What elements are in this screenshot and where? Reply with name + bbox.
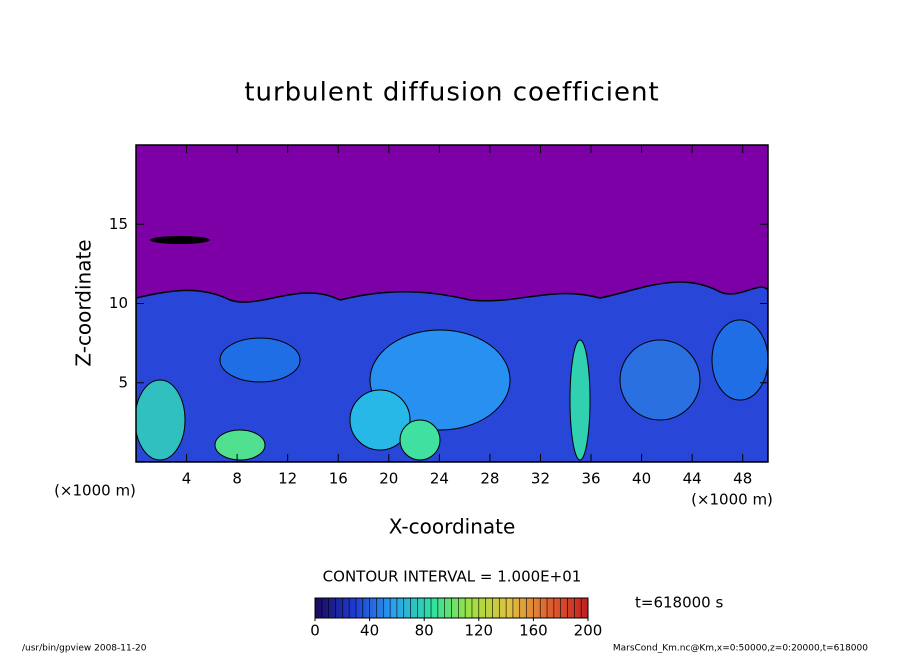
colorbar-tick-label: 120 [464,622,493,640]
colorbar-tick-label: 200 [574,622,603,640]
x-tick-label: 28 [480,470,499,488]
field [136,145,768,462]
y-axis-label: Z-coordinate [72,239,96,366]
y-tick-label: 10 [109,294,128,312]
x-unit: (×1000 m) [691,491,773,509]
x-tick-label: 24 [430,470,449,488]
colorbar-tick-label: 0 [310,622,320,640]
x-tick-label: 44 [683,470,702,488]
x-tick-label: 48 [733,470,752,488]
chart-title: turbulent diffusion coefficient [244,78,659,108]
x-tick-label: 8 [232,470,242,488]
x-axis-label: X-coordinate [389,515,516,539]
colorbar-tick-label: 40 [360,622,379,640]
footer: /usr/bin/gpview 2008-11-20 [22,644,147,654]
x-unit: (×1000 m) [54,482,136,500]
footer: MarsCond_Km.nc@Km,x=0:50000,z=0:20000,t=… [613,644,868,654]
x-tick-label: 40 [632,470,651,488]
colorbar-tick-label: 80 [415,622,434,640]
x-tick-label: 36 [581,470,600,488]
time-label: t=618000 s [635,594,723,612]
contour-interval: CONTOUR INTERVAL = 1.000E+01 [323,568,582,586]
y-tick-label: 5 [118,373,128,391]
x-tick-label: 16 [329,470,348,488]
x-tick-label: 32 [531,470,550,488]
x-tick-label: 4 [182,470,192,488]
colorbar-tick-label: 160 [519,622,548,640]
y-tick-label: 15 [109,215,128,233]
x-tick-label: 20 [379,470,398,488]
x-tick-label: 12 [278,470,297,488]
